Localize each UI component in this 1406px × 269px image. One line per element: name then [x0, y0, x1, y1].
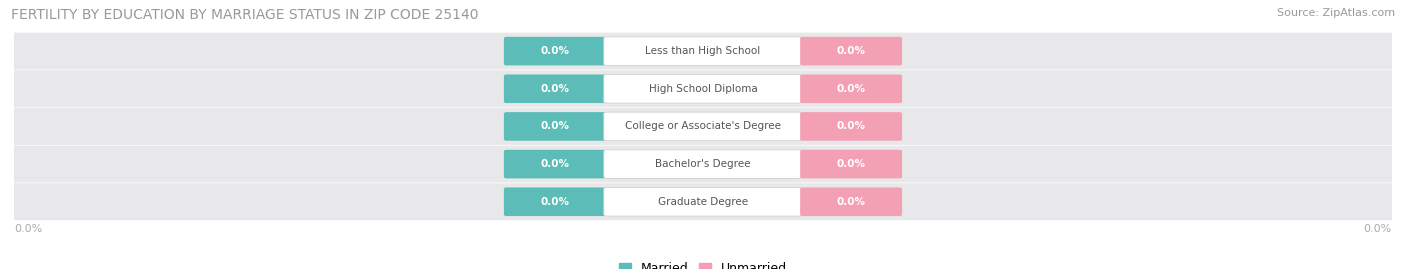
Text: 0.0%: 0.0%	[837, 159, 866, 169]
Text: College or Associate's Degree: College or Associate's Degree	[626, 121, 780, 132]
FancyBboxPatch shape	[800, 37, 903, 65]
FancyBboxPatch shape	[503, 150, 606, 178]
FancyBboxPatch shape	[8, 108, 1398, 145]
Text: Bachelor's Degree: Bachelor's Degree	[655, 159, 751, 169]
FancyBboxPatch shape	[503, 112, 606, 141]
Text: 0.0%: 0.0%	[540, 84, 569, 94]
FancyBboxPatch shape	[800, 112, 903, 141]
FancyBboxPatch shape	[603, 37, 803, 65]
FancyBboxPatch shape	[8, 33, 1398, 70]
FancyBboxPatch shape	[603, 75, 803, 103]
Text: 0.0%: 0.0%	[837, 121, 866, 132]
Text: 0.0%: 0.0%	[540, 197, 569, 207]
Text: Graduate Degree: Graduate Degree	[658, 197, 748, 207]
FancyBboxPatch shape	[503, 75, 606, 103]
FancyBboxPatch shape	[8, 146, 1398, 183]
FancyBboxPatch shape	[603, 150, 803, 178]
FancyBboxPatch shape	[800, 75, 903, 103]
Text: 0.0%: 0.0%	[540, 159, 569, 169]
FancyBboxPatch shape	[8, 70, 1398, 107]
FancyBboxPatch shape	[603, 112, 803, 141]
Text: 0.0%: 0.0%	[540, 121, 569, 132]
FancyBboxPatch shape	[800, 150, 903, 178]
Text: FERTILITY BY EDUCATION BY MARRIAGE STATUS IN ZIP CODE 25140: FERTILITY BY EDUCATION BY MARRIAGE STATU…	[11, 8, 479, 22]
Text: 0.0%: 0.0%	[837, 197, 866, 207]
Text: High School Diploma: High School Diploma	[648, 84, 758, 94]
FancyBboxPatch shape	[503, 187, 606, 216]
Text: 0.0%: 0.0%	[837, 84, 866, 94]
Legend: Married, Unmarried: Married, Unmarried	[613, 257, 793, 269]
Text: 0.0%: 0.0%	[14, 224, 42, 234]
FancyBboxPatch shape	[503, 37, 606, 65]
Text: 0.0%: 0.0%	[1364, 224, 1392, 234]
Text: Source: ZipAtlas.com: Source: ZipAtlas.com	[1277, 8, 1395, 18]
FancyBboxPatch shape	[8, 183, 1398, 220]
Text: 0.0%: 0.0%	[837, 46, 866, 56]
FancyBboxPatch shape	[603, 187, 803, 216]
Text: Less than High School: Less than High School	[645, 46, 761, 56]
Text: 0.0%: 0.0%	[540, 46, 569, 56]
FancyBboxPatch shape	[800, 187, 903, 216]
